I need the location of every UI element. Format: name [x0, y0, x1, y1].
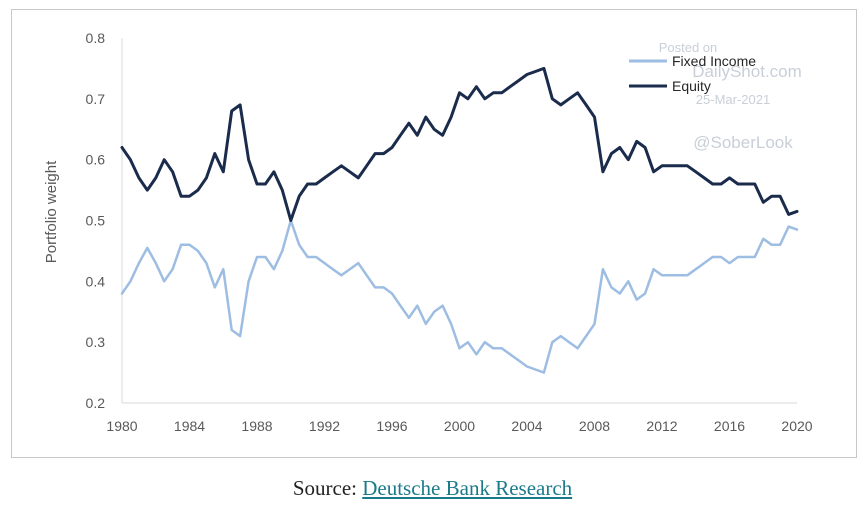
series-lines — [120, 66, 799, 374]
y-tick-label: 0.8 — [86, 30, 106, 46]
legend-label-fixed-income: Fixed Income — [672, 53, 756, 69]
y-tick-labels: 0.2 0.3 0.4 0.5 0.6 0.7 0.8 — [86, 30, 106, 411]
source-prefix: Source: — [292, 476, 363, 500]
x-tick-label: 2016 — [714, 418, 745, 434]
series-line-equity — [120, 66, 799, 222]
chart-frame — [11, 9, 857, 458]
y-tick-label: 0.2 — [86, 395, 106, 411]
x-tick-label: 2000 — [444, 418, 475, 434]
x-tick-label: 1984 — [174, 418, 205, 434]
watermark-handle: @SoberLook — [693, 133, 793, 152]
x-tick-label: 1996 — [376, 418, 407, 434]
x-tick-label: 2004 — [511, 418, 542, 434]
x-tick-label: 1988 — [241, 418, 272, 434]
x-tick-label: 1980 — [106, 418, 137, 434]
series-line-fixed-income — [120, 219, 799, 374]
y-tick-label: 0.6 — [86, 152, 106, 168]
watermark-posted-on: Posted on — [659, 40, 718, 55]
y-tick-label: 0.5 — [86, 213, 106, 229]
x-tick-label: 2012 — [646, 418, 677, 434]
x-tick-labels: 1980 1984 1988 1992 1996 2000 2004 2008 2012 2016… — [106, 418, 812, 434]
x-tick-label: 2020 — [781, 418, 812, 434]
watermark: Posted on DailyShot.com 25-Mar-2021 @Sob… — [659, 40, 802, 152]
y-axis-label: Portfolio weight — [43, 160, 60, 263]
portfolio-weight-chart: 0.20.30.40.50.60.70.8 1980 1984 1988 1992 19… — [43, 30, 813, 434]
watermark-site: DailyShot.com — [692, 62, 802, 81]
watermark-date: 25-Mar-2021 — [696, 92, 770, 107]
y-tick-label: 0.3 — [86, 334, 106, 350]
legend-label-equity: Equity — [672, 78, 711, 94]
y-tick-label: 0.4 — [86, 273, 106, 289]
source-caption: Source: Deutsche Bank Research — [0, 476, 865, 501]
legend: Fixed Income Equity — [629, 53, 756, 94]
x-tick-label: 2008 — [579, 418, 610, 434]
axes — [121, 38, 797, 404]
x-tick-label: 1992 — [309, 418, 340, 434]
source-link[interactable]: Deutsche Bank Research — [362, 476, 573, 500]
y-tick-label: 0.7 — [86, 91, 106, 107]
